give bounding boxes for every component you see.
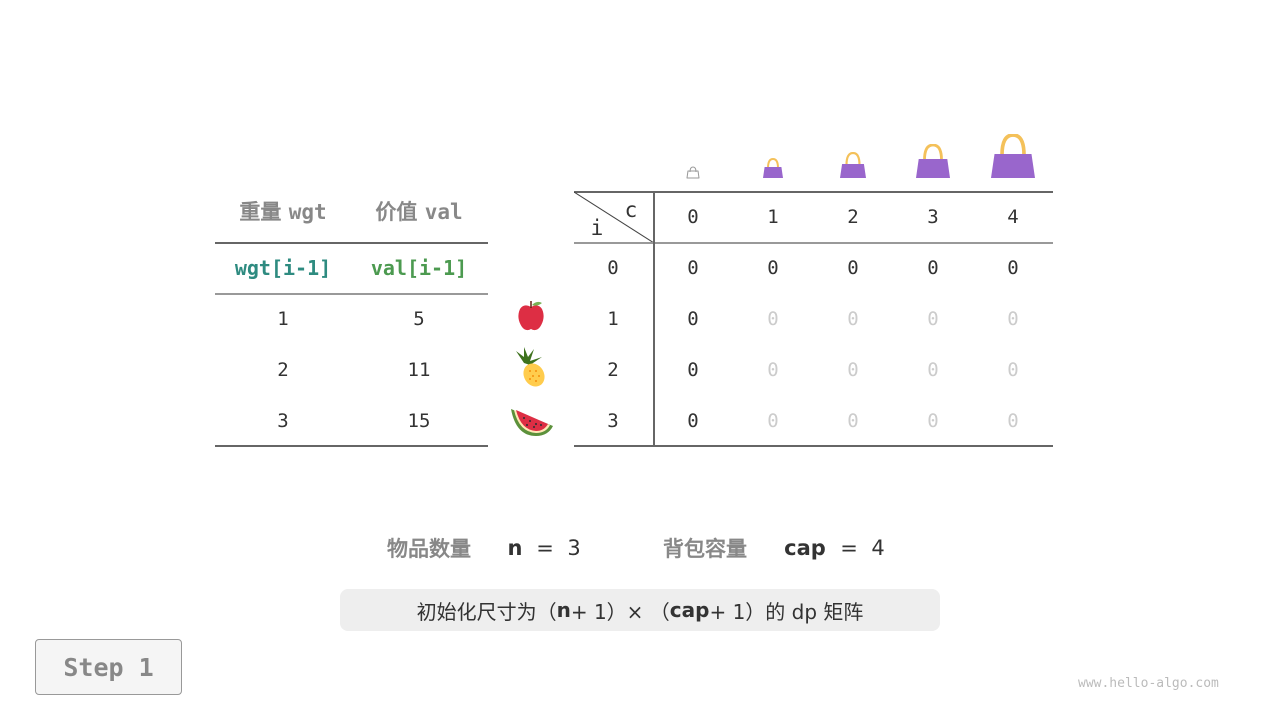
n-variable: n <box>507 536 523 560</box>
row-header-divider <box>653 192 655 446</box>
col-header: 3 <box>927 206 939 228</box>
item-wgt-cell: 1 <box>277 308 289 330</box>
note-n: n <box>556 598 571 622</box>
bag-icon <box>916 144 950 178</box>
header-value-cn: 价值 <box>375 200 418 224</box>
note-text: + 1）的 dp 矩阵 <box>709 599 864 624</box>
col-header: 1 <box>767 206 779 228</box>
pineapple-icon <box>516 347 545 387</box>
dp-cell: 0 <box>687 308 699 330</box>
item-wgt-cell: 3 <box>277 410 289 432</box>
capacity-label: 背包容量 <box>663 537 747 561</box>
header-value: 价值 val <box>375 196 462 226</box>
header-weight: 重量 wgt <box>239 196 326 226</box>
dp-cell: 0 <box>847 359 859 381</box>
item-count-label: 物品数量 <box>387 537 471 561</box>
row-header: 1 <box>607 308 619 330</box>
bag-icon <box>763 158 783 178</box>
header-divider <box>574 242 1053 244</box>
divider <box>215 293 488 295</box>
dp-cell: 0 <box>1007 257 1019 279</box>
dp-cell: 0 <box>847 410 859 432</box>
n-equals: = <box>536 536 554 560</box>
bag-icon <box>991 134 1035 178</box>
header-value-code: val <box>424 200 463 224</box>
dp-cell: 0 <box>847 308 859 330</box>
divider <box>215 242 488 244</box>
corner-diagonal <box>574 192 654 243</box>
col-header: 2 <box>847 206 859 228</box>
item-val-cell: 11 <box>407 359 431 381</box>
corner-row-label: i <box>590 216 604 240</box>
dp-cell: 0 <box>927 308 939 330</box>
row-header: 3 <box>607 410 619 432</box>
row-header: 2 <box>607 359 619 381</box>
step-button[interactable]: Step 1 <box>35 639 182 695</box>
table-bottom-border <box>574 445 1053 447</box>
col-header: 4 <box>1007 206 1019 228</box>
n-value: 3 <box>567 536 581 560</box>
dp-cell: 0 <box>767 410 779 432</box>
note-text: 初始化尺寸为（ <box>416 599 557 624</box>
dp-cell: 0 <box>687 359 699 381</box>
cap-value: 4 <box>871 536 885 560</box>
header-weight-code: wgt <box>288 200 327 224</box>
watermelon-icon <box>511 409 553 436</box>
note-text: + 1）× （ <box>570 599 670 624</box>
watermark: www.hello-algo.com <box>1078 676 1219 691</box>
dp-cell: 0 <box>927 257 939 279</box>
dp-cell: 0 <box>767 308 779 330</box>
item-wgt-cell: 2 <box>277 359 289 381</box>
dp-cell: 0 <box>1007 359 1019 381</box>
dp-cell: 0 <box>1007 410 1019 432</box>
dp-cell: 0 <box>847 257 859 279</box>
item-val-cell: 15 <box>407 410 431 432</box>
divider <box>215 445 488 447</box>
dp-cell: 0 <box>927 359 939 381</box>
dp-cell: 0 <box>927 410 939 432</box>
cap-equals: = <box>840 536 858 560</box>
dp-cell: 0 <box>1007 308 1019 330</box>
col-header: 0 <box>687 206 699 228</box>
apple-icon <box>518 301 544 331</box>
subheader-wgt: wgt[i-1] <box>234 256 332 280</box>
dp-cell: 0 <box>687 257 699 279</box>
subheader-val: val[i-1] <box>370 256 468 280</box>
bag-icon <box>686 166 700 179</box>
bag-icon <box>840 152 866 178</box>
table-top-border <box>574 191 1053 193</box>
note-cap: cap <box>669 598 710 622</box>
header-weight-cn: 重量 <box>239 200 282 224</box>
dp-cell: 0 <box>767 257 779 279</box>
step-description: 初始化尺寸为（ n + 1）× （cap + 1）的 dp 矩阵 <box>340 589 940 631</box>
item-val-cell: 5 <box>413 308 425 330</box>
dp-cell: 0 <box>767 359 779 381</box>
cap-variable: cap <box>784 536 826 560</box>
dp-cell: 0 <box>687 410 699 432</box>
corner-col-label: c <box>624 198 638 222</box>
row-header: 0 <box>607 257 619 279</box>
